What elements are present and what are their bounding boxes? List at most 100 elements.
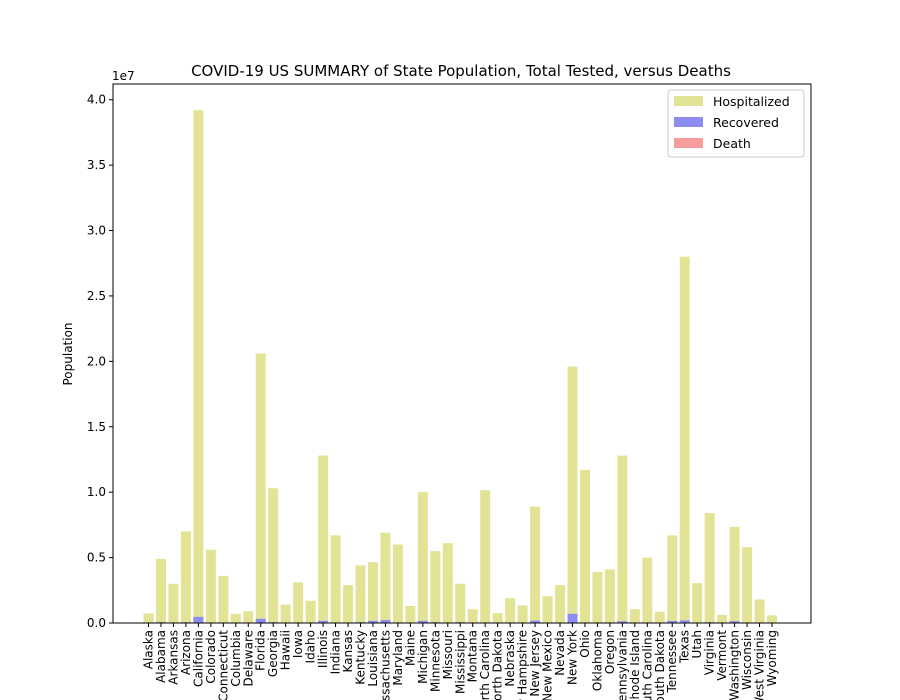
x-tick-label: Delaware (241, 630, 255, 687)
bar-hospitalized (243, 611, 254, 623)
bar-hospitalized (405, 605, 416, 623)
legend-label: Recovered (713, 115, 779, 130)
x-tick-label: Illinois (316, 630, 330, 668)
x-tick-label: Alabama (154, 630, 168, 683)
x-tick-label: Louisiana (366, 630, 380, 687)
legend-label: Hospitalized (713, 94, 790, 109)
bar-hospitalized (679, 256, 690, 623)
y-tick-label: 2.0 (87, 354, 106, 368)
x-tick-label: Nebraska (503, 630, 517, 687)
bars-layer (143, 110, 777, 624)
y-tick-label: 3.5 (87, 158, 106, 172)
bar-hospitalized (742, 547, 753, 623)
bar-recovered (255, 618, 266, 623)
x-tick-label: Rhode Island (628, 630, 642, 700)
bar-hospitalized (542, 596, 553, 623)
bar-hospitalized (592, 571, 603, 623)
x-tick-label: Pennsylvania (615, 630, 629, 700)
bar-hospitalized (729, 526, 740, 623)
x-tick-label: Oklahoma (590, 630, 604, 691)
bar-recovered (367, 620, 378, 623)
bar-hospitalized (193, 110, 204, 624)
bar-recovered (417, 620, 428, 623)
x-tick-label: Hawaii (279, 630, 293, 670)
x-tick-label: West Virginia (753, 630, 767, 700)
x-tick-label: Mississippi (453, 630, 467, 694)
bar-hospitalized (754, 599, 765, 623)
x-tick-label: Virginia (703, 630, 717, 675)
bar-recovered (530, 620, 541, 623)
y-tick-label: 0.0 (87, 616, 106, 630)
x-tick-label: Texas (678, 630, 692, 664)
x-tick-label: South Carolina (640, 630, 654, 700)
bar-hospitalized (205, 549, 216, 623)
bar-hospitalized (492, 613, 503, 623)
bar-hospitalized (530, 506, 541, 623)
x-axis: AlaskaAlabamaArkansasArizonaCaliforniaCo… (142, 623, 779, 700)
x-tick-label: Tennessee (665, 630, 679, 694)
bar-recovered (318, 620, 329, 623)
bar-hospitalized (480, 490, 491, 623)
bar-hospitalized (692, 583, 703, 623)
bar-recovered (380, 619, 391, 623)
bar-recovered (729, 621, 740, 623)
bar-hospitalized (442, 543, 453, 623)
legend-swatch (674, 138, 703, 148)
x-tick-label: Montana (466, 630, 480, 682)
bar-hospitalized (579, 469, 590, 623)
bar-hospitalized (268, 488, 279, 623)
bar-recovered (567, 613, 578, 623)
bar-hospitalized (642, 557, 653, 623)
bar-hospitalized (567, 366, 578, 623)
bar-hospitalized (355, 565, 366, 623)
bar-hospitalized (617, 455, 628, 623)
legend: Hospitalized Recovered Death (667, 89, 805, 158)
x-tick-label: Arkansas (166, 630, 180, 685)
y-tick-label: 2.5 (87, 289, 106, 303)
y-tick-label: 0.5 (87, 551, 106, 565)
x-tick-label: Maine (403, 630, 417, 666)
x-tick-label: Ohio (578, 630, 592, 658)
bar-hospitalized (180, 531, 191, 623)
x-tick-label: Wyoming (765, 630, 779, 686)
bar-hospitalized (629, 609, 640, 623)
x-tick-label: Michigan (416, 630, 430, 684)
y-axis-label: Population (61, 322, 75, 385)
bar-hospitalized (417, 492, 428, 623)
bar-recovered (667, 620, 678, 623)
x-tick-label: Minnesota (428, 630, 442, 692)
x-tick-label: Idaho (304, 630, 318, 663)
y-tick-label: 4.0 (87, 93, 106, 107)
x-tick-label: Kansas (341, 630, 355, 672)
bar-hospitalized (555, 585, 565, 623)
x-tick-label: California (191, 630, 205, 687)
x-tick-label: New Mexico (541, 630, 555, 700)
bar-hospitalized (330, 535, 341, 623)
bar-hospitalized (380, 532, 391, 623)
bar-hospitalized (155, 558, 166, 623)
bar-hospitalized (430, 551, 441, 623)
x-tick-label: Kentucky (353, 630, 367, 685)
x-tick-label: Florida (254, 630, 268, 671)
y-tick-label: 1.0 (87, 485, 106, 499)
x-tick-label: Iowa (291, 630, 305, 658)
bar-hospitalized (654, 611, 665, 623)
bar-hospitalized (280, 604, 291, 623)
x-tick-label: Colorado (204, 630, 218, 684)
x-tick-label: Alaska (142, 630, 156, 669)
bar-hospitalized (392, 544, 403, 623)
bar-hospitalized (255, 353, 266, 623)
bar-hospitalized (293, 582, 304, 623)
bar-hospitalized (455, 583, 466, 623)
legend-swatch (674, 96, 703, 106)
x-tick-label: Washington (728, 630, 742, 700)
x-tick-label: Columbia (229, 630, 243, 687)
bar-hospitalized (367, 562, 378, 623)
x-tick-label: New Hampshire (516, 630, 530, 700)
x-tick-label: New Jersey (528, 630, 542, 697)
y-axis: 0.0 0.5 1.0 1.5 2.0 2.5 3.0 3.5 4.0 (87, 93, 113, 630)
plot-area-frame (112, 83, 812, 624)
y-tick-label: 3.0 (87, 224, 106, 238)
bar-hospitalized (767, 615, 777, 623)
bar-recovered (617, 621, 628, 623)
